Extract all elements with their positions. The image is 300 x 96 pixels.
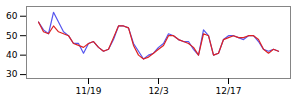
svg-text:12/17: 12/17 [216,86,242,96]
svg-text:12/3: 12/3 [148,86,168,96]
svg-text:40: 40 [6,50,18,60]
svg-text:30: 30 [6,69,18,79]
svg-text:11/19: 11/19 [76,86,102,96]
svg-text:60: 60 [6,11,18,21]
svg-text:50: 50 [6,31,18,41]
